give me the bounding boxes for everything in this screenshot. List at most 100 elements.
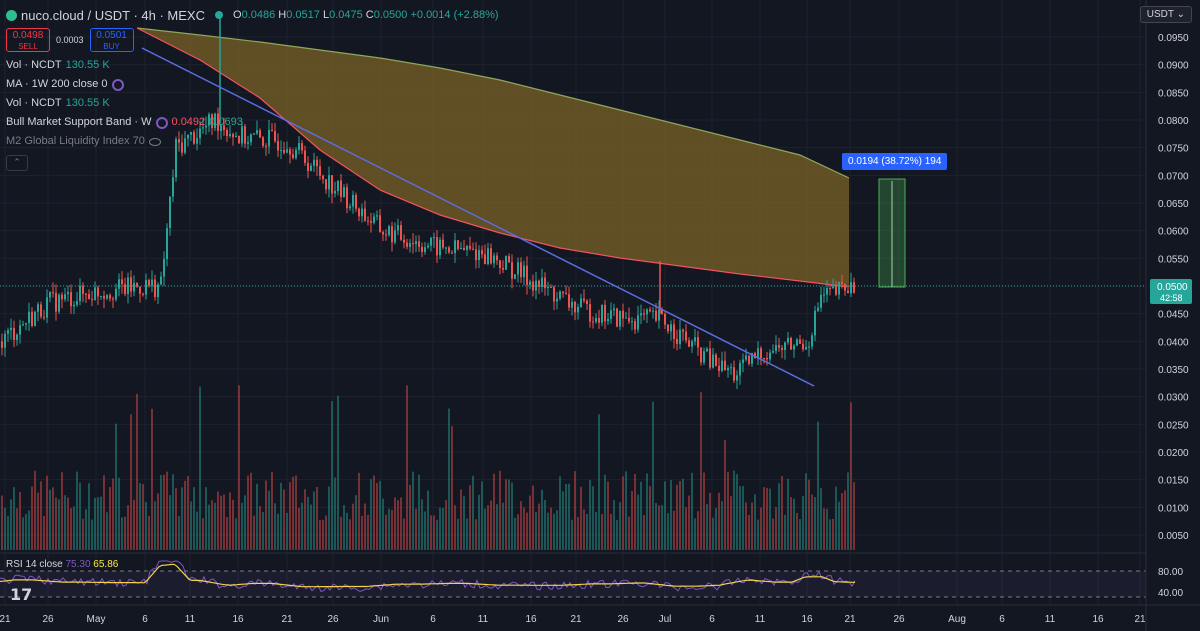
price-tick: 0.0700 <box>1158 171 1189 182</box>
buy-button[interactable]: 0.0501 BUY <box>89 28 134 52</box>
price-tick: 0.0200 <box>1158 448 1189 459</box>
candle-body <box>361 208 363 217</box>
candle-body <box>88 294 90 300</box>
time-tick: 11 <box>755 614 766 625</box>
candle-body <box>265 145 267 147</box>
volume-bar <box>133 499 135 550</box>
volume-bar <box>526 512 528 550</box>
volume-bar <box>493 473 495 550</box>
candle-body <box>499 260 501 268</box>
volume-bar <box>358 472 360 550</box>
indicator-m2[interactable]: M2 Global Liquidity Index 70 <box>6 132 499 151</box>
volume-bar <box>361 515 363 550</box>
volume-bar <box>823 508 825 550</box>
candle-body <box>280 150 282 152</box>
volume-bar <box>31 486 33 550</box>
candle-body <box>559 291 561 299</box>
volume-bar <box>163 474 165 550</box>
candle-body <box>757 348 759 359</box>
trendline[interactable] <box>141 47 815 387</box>
candle-body <box>259 130 261 138</box>
volume-bar <box>754 494 756 550</box>
symbol-title[interactable]: nuco.cloud / USDT · 4h · MEXC <box>21 7 205 23</box>
support-band-area <box>137 28 849 287</box>
rsi-legend[interactable]: RSI 14 close 75.30 65.86 <box>6 559 119 570</box>
volume-bar <box>118 477 120 550</box>
candle-body <box>43 316 45 318</box>
candle-body <box>253 133 255 135</box>
volume-bar <box>127 505 129 550</box>
candle-body <box>373 216 375 223</box>
candle-body <box>397 225 399 231</box>
volume-bar <box>718 492 720 550</box>
candle-body <box>556 298 558 302</box>
candle-body <box>163 259 165 277</box>
price-tick: 0.0650 <box>1158 199 1189 210</box>
candle-body <box>1 341 3 348</box>
volume-bar <box>379 480 381 550</box>
volume-bar <box>847 472 849 550</box>
candle-body <box>358 208 360 217</box>
current-price-value: 0.0500 <box>1157 282 1188 293</box>
volume-bar <box>235 518 237 550</box>
settings-icon[interactable] <box>111 78 124 91</box>
candle-body <box>616 308 618 327</box>
candle-body <box>844 283 846 291</box>
candle-body <box>475 249 477 261</box>
candle-body <box>676 339 678 344</box>
candle-body <box>322 175 324 180</box>
candle-body <box>247 142 249 144</box>
candle-body <box>334 191 336 194</box>
ohlc-values: O0.0486 H0.0517 L0.0475 C0.0500 +0.0014 … <box>233 9 499 21</box>
time-tick: 6 <box>430 614 436 625</box>
candle-body <box>205 125 207 128</box>
volume-bar <box>223 494 225 550</box>
candle-body <box>190 132 192 135</box>
candle-body <box>187 134 189 139</box>
volume-bar <box>790 497 792 550</box>
rsi-tick: 80.00 <box>1158 567 1183 578</box>
candle-body <box>802 343 804 350</box>
volume-bar <box>40 481 42 550</box>
candle-body <box>538 280 540 287</box>
collapse-legend-button[interactable]: ⌃ <box>6 155 28 171</box>
candle-body <box>328 175 330 190</box>
volume-bar <box>334 477 336 550</box>
candle-body <box>409 243 411 247</box>
indicator-volume[interactable]: Vol · NCDT 130.55 K <box>6 59 110 71</box>
indicator-volume-2[interactable]: Vol · NCDT 130.55 K <box>6 97 110 109</box>
candle-body <box>34 311 36 326</box>
candle-body <box>694 337 696 342</box>
candle-body <box>406 242 408 247</box>
candle-body <box>841 282 843 284</box>
hidden-eye-icon[interactable] <box>148 137 161 146</box>
candle-body <box>376 215 378 217</box>
candle-body <box>430 237 432 246</box>
settings-icon[interactable] <box>155 116 168 129</box>
volume-bar <box>145 502 147 550</box>
candle-body <box>214 113 216 129</box>
volume-bar <box>199 386 201 550</box>
volume-bar <box>442 507 444 550</box>
candle-body <box>496 255 498 261</box>
volume-bar <box>469 485 471 550</box>
volume-bar <box>166 471 168 550</box>
volume-bar <box>181 487 183 550</box>
candle-body <box>730 367 732 369</box>
volume-bar <box>439 507 441 550</box>
volume-bar <box>700 392 702 550</box>
indicator-ma[interactable]: MA · 1W 200 close 0 <box>6 75 499 94</box>
candle-body <box>244 126 246 144</box>
candle-body <box>535 280 537 291</box>
currency-selector[interactable]: USDT ⌄ <box>1139 6 1192 23</box>
indicator-bmsb[interactable]: Bull Market Support Band · W 0.0492 0.069… <box>6 116 243 129</box>
candle-body <box>526 265 528 285</box>
candle-body <box>751 353 753 364</box>
candle-body <box>313 159 315 166</box>
sell-button[interactable]: 0.0498 SELL <box>6 28 50 52</box>
candle-body <box>634 321 636 330</box>
volume-bar <box>55 497 57 550</box>
volume-bar <box>511 482 513 550</box>
candle-body <box>541 277 543 287</box>
